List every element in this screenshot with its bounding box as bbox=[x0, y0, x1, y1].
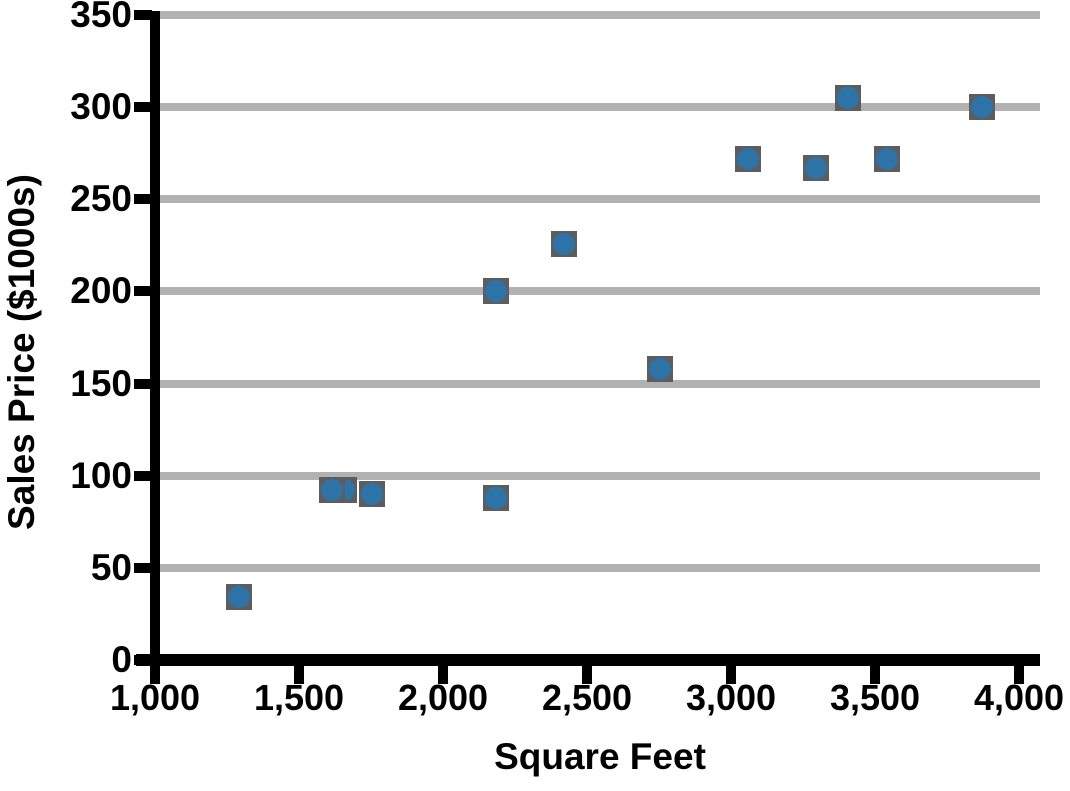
data-point bbox=[550, 230, 577, 257]
data-point-circle bbox=[361, 483, 384, 506]
y-tick-mark bbox=[134, 194, 152, 205]
y-gridline bbox=[160, 379, 1040, 388]
y-gridline bbox=[160, 103, 1040, 112]
y-tick-label: 250 bbox=[70, 178, 132, 220]
x-axis-line bbox=[136, 654, 1040, 666]
data-point-circle bbox=[485, 280, 508, 303]
x-axis-title: Square Feet bbox=[494, 736, 706, 777]
data-point bbox=[647, 355, 674, 382]
x-tick-mark bbox=[150, 664, 160, 684]
x-tick-mark bbox=[294, 664, 304, 684]
data-point bbox=[968, 94, 995, 121]
data-point bbox=[735, 145, 762, 172]
x-tick-label: 3,500 bbox=[829, 677, 921, 718]
x-tick-mark bbox=[582, 664, 592, 684]
data-point bbox=[483, 278, 510, 305]
x-tick-label: 4,000 bbox=[973, 677, 1065, 718]
x-tick-label: 1,500 bbox=[253, 677, 345, 718]
data-point bbox=[802, 154, 829, 181]
x-tick-label: 1,000 bbox=[109, 677, 201, 718]
y-tick-mark bbox=[134, 655, 152, 665]
y-tick-label: 50 bbox=[90, 546, 132, 588]
x-tick-mark bbox=[438, 664, 448, 684]
x-tick-label: 3,000 bbox=[685, 677, 777, 718]
y-tick-label: 300 bbox=[70, 86, 132, 128]
x-tick-mark bbox=[726, 664, 736, 684]
y-tick-label: 200 bbox=[70, 270, 132, 312]
y-tick-mark bbox=[134, 102, 152, 113]
y-tick-label: 100 bbox=[70, 454, 132, 496]
y-tick-label: 350 bbox=[70, 0, 132, 35]
x-tick-mark bbox=[1014, 664, 1024, 684]
y-tick-label: 150 bbox=[70, 362, 132, 404]
y-tick-mark bbox=[134, 10, 152, 20]
y-gridline bbox=[160, 563, 1040, 572]
x-tick-mark bbox=[870, 664, 880, 684]
data-point bbox=[873, 145, 900, 172]
data-point-circle bbox=[737, 147, 760, 170]
y-tick-mark bbox=[134, 470, 152, 481]
data-point bbox=[225, 584, 252, 611]
data-point-circle bbox=[227, 586, 250, 609]
y-gridline bbox=[160, 11, 1040, 19]
data-point-circle bbox=[970, 96, 993, 119]
data-point-circle bbox=[875, 147, 898, 170]
y-gridline bbox=[160, 471, 1040, 480]
data-point bbox=[483, 484, 510, 511]
y-axis-line bbox=[150, 11, 160, 666]
data-point bbox=[834, 84, 861, 111]
data-point bbox=[359, 481, 386, 508]
data-point-circle bbox=[649, 357, 672, 380]
data-point-circle bbox=[485, 486, 508, 509]
x-tick-label: 2,000 bbox=[397, 677, 489, 718]
data-point-circle bbox=[321, 479, 344, 502]
y-gridline bbox=[160, 195, 1040, 204]
y-tick-mark bbox=[134, 562, 152, 573]
y-tick-mark bbox=[134, 286, 152, 297]
x-tick-label: 2,500 bbox=[541, 677, 633, 718]
data-point bbox=[319, 477, 346, 504]
data-point-circle bbox=[552, 232, 575, 255]
y-tick-label: 0 bbox=[111, 639, 132, 680]
y-gridline bbox=[160, 287, 1040, 296]
y-tick-mark bbox=[134, 378, 152, 389]
data-point-circle bbox=[836, 86, 859, 109]
data-point-circle bbox=[804, 156, 827, 179]
